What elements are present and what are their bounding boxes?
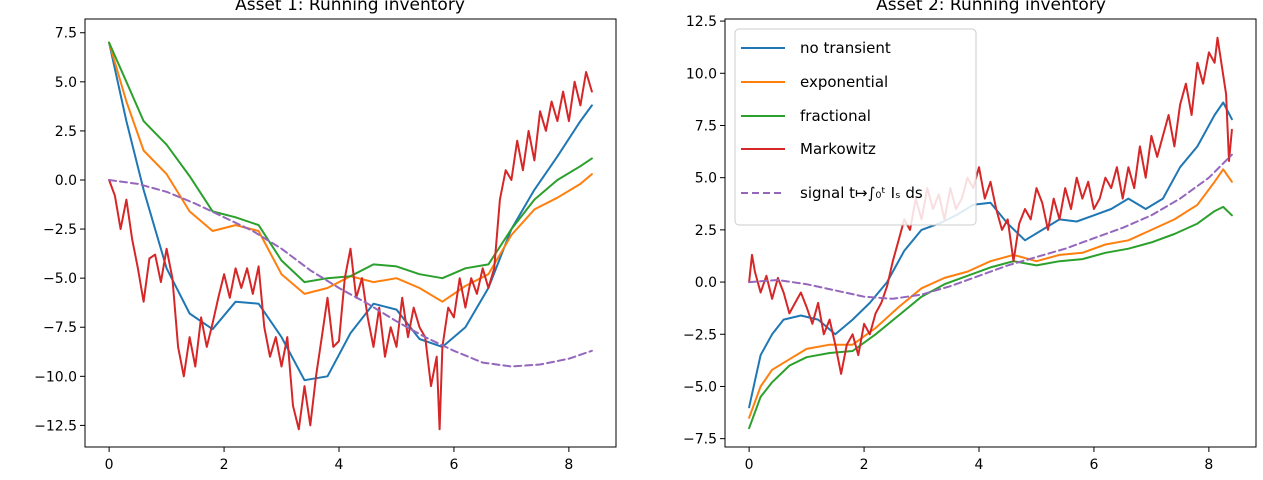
x-tick-label: 2 — [860, 457, 869, 473]
y-tick-label: −7.5 — [683, 432, 717, 448]
y-tick-label: −5.0 — [43, 271, 77, 287]
axes-frame — [724, 18, 1257, 448]
x-ticks: 0 2 4 6 8 — [745, 447, 1213, 473]
series-signal — [748, 153, 1233, 300]
x-tick-label: 8 — [564, 457, 573, 473]
series-fractional — [748, 205, 1233, 430]
chart-asset-2: Asset 2: Running inventory 12.5 10.0 7.5 5.… — [683, 0, 1257, 473]
legend-label: signal t↦∫₀ᵗ Iₛ ds — [800, 184, 923, 202]
x-tick-label: 2 — [220, 457, 229, 473]
y-tick-label: 0.0 — [55, 173, 77, 189]
x-tick-label: 4 — [335, 457, 344, 473]
x-tick-label: 4 — [975, 457, 984, 473]
series-markowitz — [748, 36, 1233, 375]
y-tick-label: −2.5 — [683, 327, 717, 343]
series-exponential — [108, 41, 593, 303]
x-tick-label: 6 — [1089, 457, 1098, 473]
legend-entries: no transient exponential fractional Markowi… — [741, 39, 923, 202]
x-tick-label: 8 — [1204, 457, 1213, 473]
y-tick-label: 7.5 — [695, 118, 717, 134]
series-markowitz — [108, 71, 593, 431]
y-tick-label: 2.5 — [55, 124, 77, 140]
series-no-transient — [748, 101, 1233, 409]
series-signal — [108, 179, 593, 368]
y-tick-label: 7.5 — [55, 26, 77, 42]
y-tick-label: −2.5 — [43, 222, 77, 238]
axes-frame — [84, 18, 617, 448]
y-tick-label: 12.5 — [686, 14, 717, 30]
legend-box — [734, 28, 977, 226]
x-tick-label: 6 — [449, 457, 458, 473]
series-exponential — [748, 168, 1233, 419]
y-tick-label: −7.5 — [43, 320, 77, 336]
y-tick-label: 0.0 — [695, 275, 717, 291]
y-tick-label: 5.0 — [55, 75, 77, 91]
legend-label: fractional — [800, 107, 871, 125]
y-ticks: 7.5 5.0 2.5 0.0 −2.5 −5.0 −7.5 −10.0 −12.5 — [34, 26, 85, 434]
y-tick-label: 5.0 — [695, 171, 717, 187]
y-tick-label: 10.0 — [686, 66, 717, 82]
y-ticks: 12.5 10.0 7.5 5.0 2.5 0.0 −2.5 −5.0 −7.5 — [683, 14, 725, 448]
series-fractional — [108, 41, 593, 284]
legend-label: no transient — [800, 39, 891, 57]
y-tick-label: −5.0 — [683, 379, 717, 395]
x-ticks: 0 2 4 6 8 — [105, 447, 573, 473]
y-tick-label: −10.0 — [34, 369, 77, 385]
y-tick-label: −12.5 — [34, 418, 77, 434]
x-tick-label: 0 — [745, 457, 754, 473]
series-no-transient — [108, 41, 593, 382]
x-tick-label: 0 — [105, 457, 114, 473]
chart-title: Asset 1: Running inventory — [235, 0, 465, 15]
legend: no transient exponential fractional Markowi… — [734, 28, 977, 226]
plot-lines — [108, 41, 593, 431]
chart-asset-1: Asset 1: Running inventory 7.5 5.0 2.5 0.0 −… — [34, 0, 617, 473]
plot-lines — [748, 36, 1233, 430]
y-tick-label: 2.5 — [695, 223, 717, 239]
legend-label: Markowitz — [800, 140, 876, 158]
legend-label: exponential — [800, 73, 888, 91]
chart-title: Asset 2: Running inventory — [876, 0, 1106, 15]
